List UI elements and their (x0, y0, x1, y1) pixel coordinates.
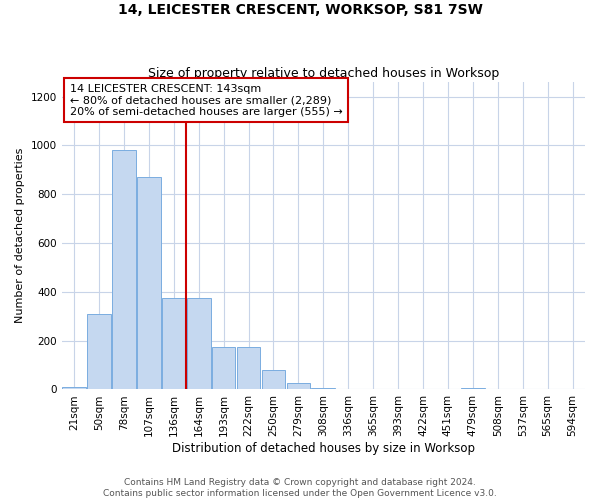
Text: 14 LEICESTER CRESCENT: 143sqm
← 80% of detached houses are smaller (2,289)
20% o: 14 LEICESTER CRESCENT: 143sqm ← 80% of d… (70, 84, 342, 117)
Bar (237, 347, 260, 390)
Bar (311, 388, 335, 390)
Text: 14, LEICESTER CRESCENT, WORKSOP, S81 7SW: 14, LEICESTER CRESCENT, WORKSOP, S81 7SW (118, 2, 482, 16)
Bar (212, 347, 235, 390)
Y-axis label: Number of detached properties: Number of detached properties (15, 148, 25, 324)
Bar (262, 370, 286, 390)
Bar (62, 387, 86, 390)
Bar (137, 177, 161, 390)
Text: Contains HM Land Registry data © Crown copyright and database right 2024.
Contai: Contains HM Land Registry data © Crown c… (103, 478, 497, 498)
Bar (187, 298, 211, 390)
Bar (112, 150, 136, 390)
Bar (162, 298, 185, 390)
Title: Size of property relative to detached houses in Worksop: Size of property relative to detached ho… (148, 66, 499, 80)
Bar (461, 388, 485, 390)
X-axis label: Distribution of detached houses by size in Worksop: Distribution of detached houses by size … (172, 442, 475, 455)
Bar (87, 314, 111, 390)
Bar (287, 384, 310, 390)
